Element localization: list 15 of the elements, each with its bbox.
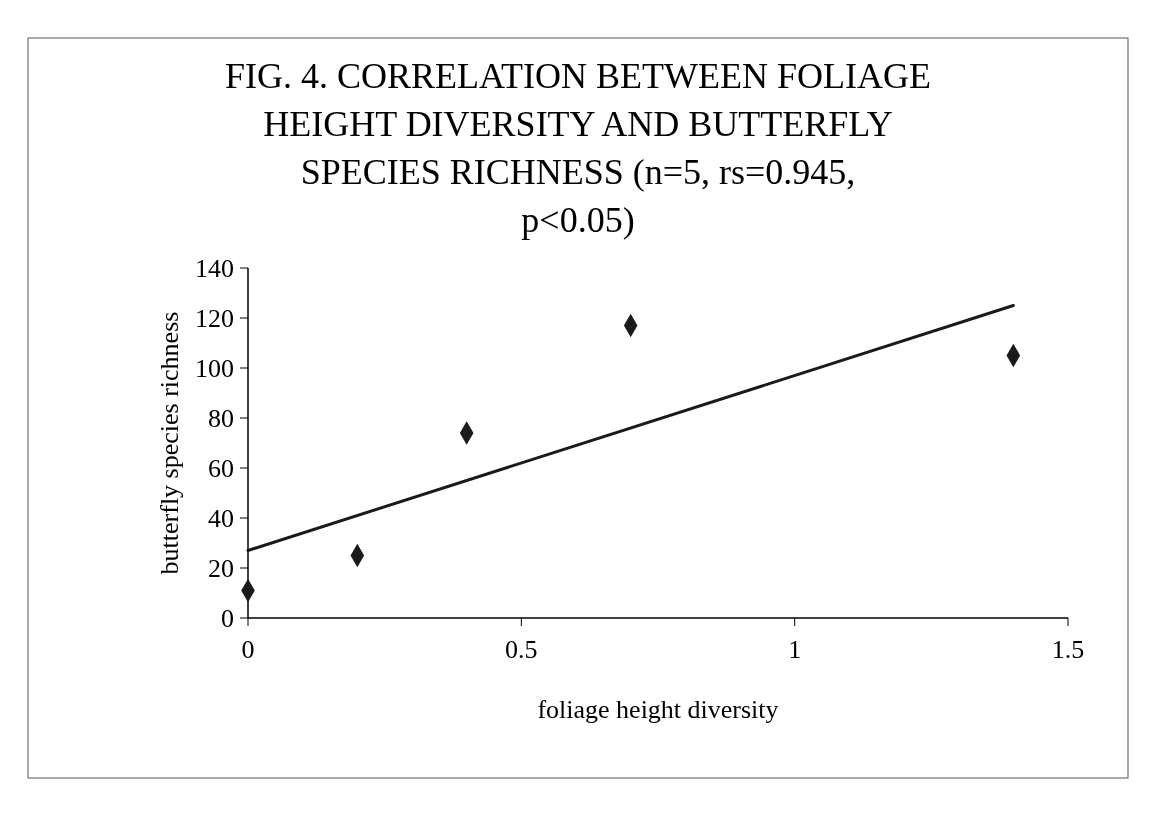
x-tick-label: 0.5 xyxy=(505,635,538,664)
y-tick-label: 60 xyxy=(208,454,234,484)
y-tick-label: 140 xyxy=(195,254,234,284)
x-tick-label: 0 xyxy=(241,635,255,664)
y-tick-label: 120 xyxy=(195,304,234,334)
chart-title: FIG. 4. CORRELATION BETWEEN FOLIAGE HEIGHT DIVERSITY AND BUTTERFLY SPECIES RICHNESS (n=5, rs=0.945, p<0.05) xyxy=(225,56,931,240)
y-axis-title: butterfly species richness xyxy=(155,311,184,575)
y-tick-label: 80 xyxy=(208,404,234,434)
x-tick-label: 1.5 xyxy=(1051,635,1085,664)
y-tick-label: 40 xyxy=(208,504,234,534)
y-tick-label: 100 xyxy=(195,354,234,384)
y-tick-label: 20 xyxy=(208,554,234,584)
x-axis-title: foliage height diversity xyxy=(537,695,779,724)
x-tick-label: 1 xyxy=(788,635,802,664)
y-tick-label: 0 xyxy=(221,604,234,634)
